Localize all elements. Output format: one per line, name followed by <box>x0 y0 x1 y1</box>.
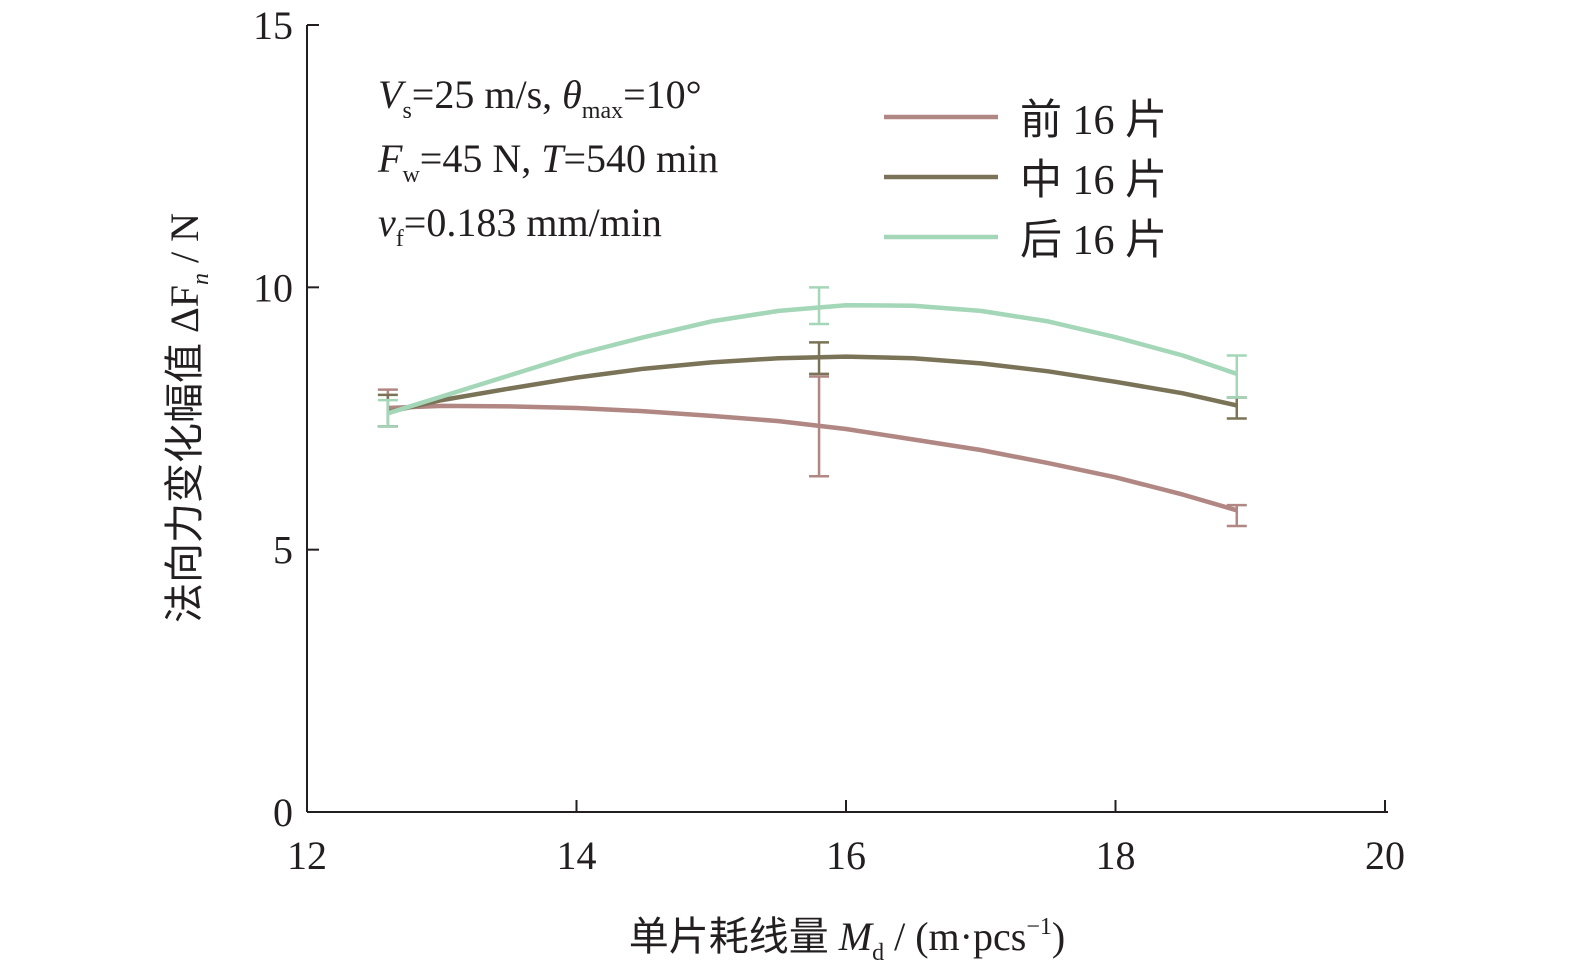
error-bar <box>1226 396 1247 420</box>
series-line <box>387 403 1238 513</box>
x-axis-label: 单片耗线量 Md / (m·pcs−1) <box>629 914 1065 966</box>
annotation-line-1: Vs=25 m/s, θmax=10° <box>378 72 702 124</box>
plot-area: 12 14 16 18 20 0 5 10 15 <box>253 3 1405 878</box>
y-tick-label: 5 <box>273 528 293 573</box>
error-bar <box>1226 354 1247 399</box>
annotation: Vs=25 m/s, θmax=10° Fw=45 N, T=540 min v… <box>377 72 718 252</box>
annotation-line-2: Fw=45 N, T=540 min <box>377 136 718 188</box>
legend: 前 16 片 中 16 片 后 16 片 <box>884 98 1167 264</box>
series-layer <box>377 286 1247 528</box>
y-tick-label: 10 <box>253 265 293 310</box>
annotation-line-3: vf=0.183 mm/min <box>378 200 662 252</box>
x-tick-label: 16 <box>826 833 866 878</box>
series-3 <box>377 286 1247 428</box>
x-tick-label: 18 <box>1096 833 1136 878</box>
legend-label-series-3: 后 16 片 <box>1020 218 1167 264</box>
series-line <box>387 302 1238 416</box>
x-tick-label: 20 <box>1365 833 1405 878</box>
legend-label-series-1: 前 16 片 <box>1020 98 1167 144</box>
y-tick-label: 15 <box>253 3 293 48</box>
legend-label-series-2: 中 16 片 <box>1020 158 1167 204</box>
axis-ticks: 12 14 16 18 20 0 5 10 15 <box>253 3 1405 878</box>
y-tick-label: 0 <box>273 790 293 835</box>
y-axis-label: 法向力变化幅值 ΔFn / N <box>162 213 214 623</box>
x-tick-label: 14 <box>557 833 597 878</box>
series-2 <box>377 341 1247 428</box>
series-1 <box>377 375 1247 528</box>
x-tick-label: 12 <box>287 833 327 878</box>
series-line <box>387 354 1238 415</box>
